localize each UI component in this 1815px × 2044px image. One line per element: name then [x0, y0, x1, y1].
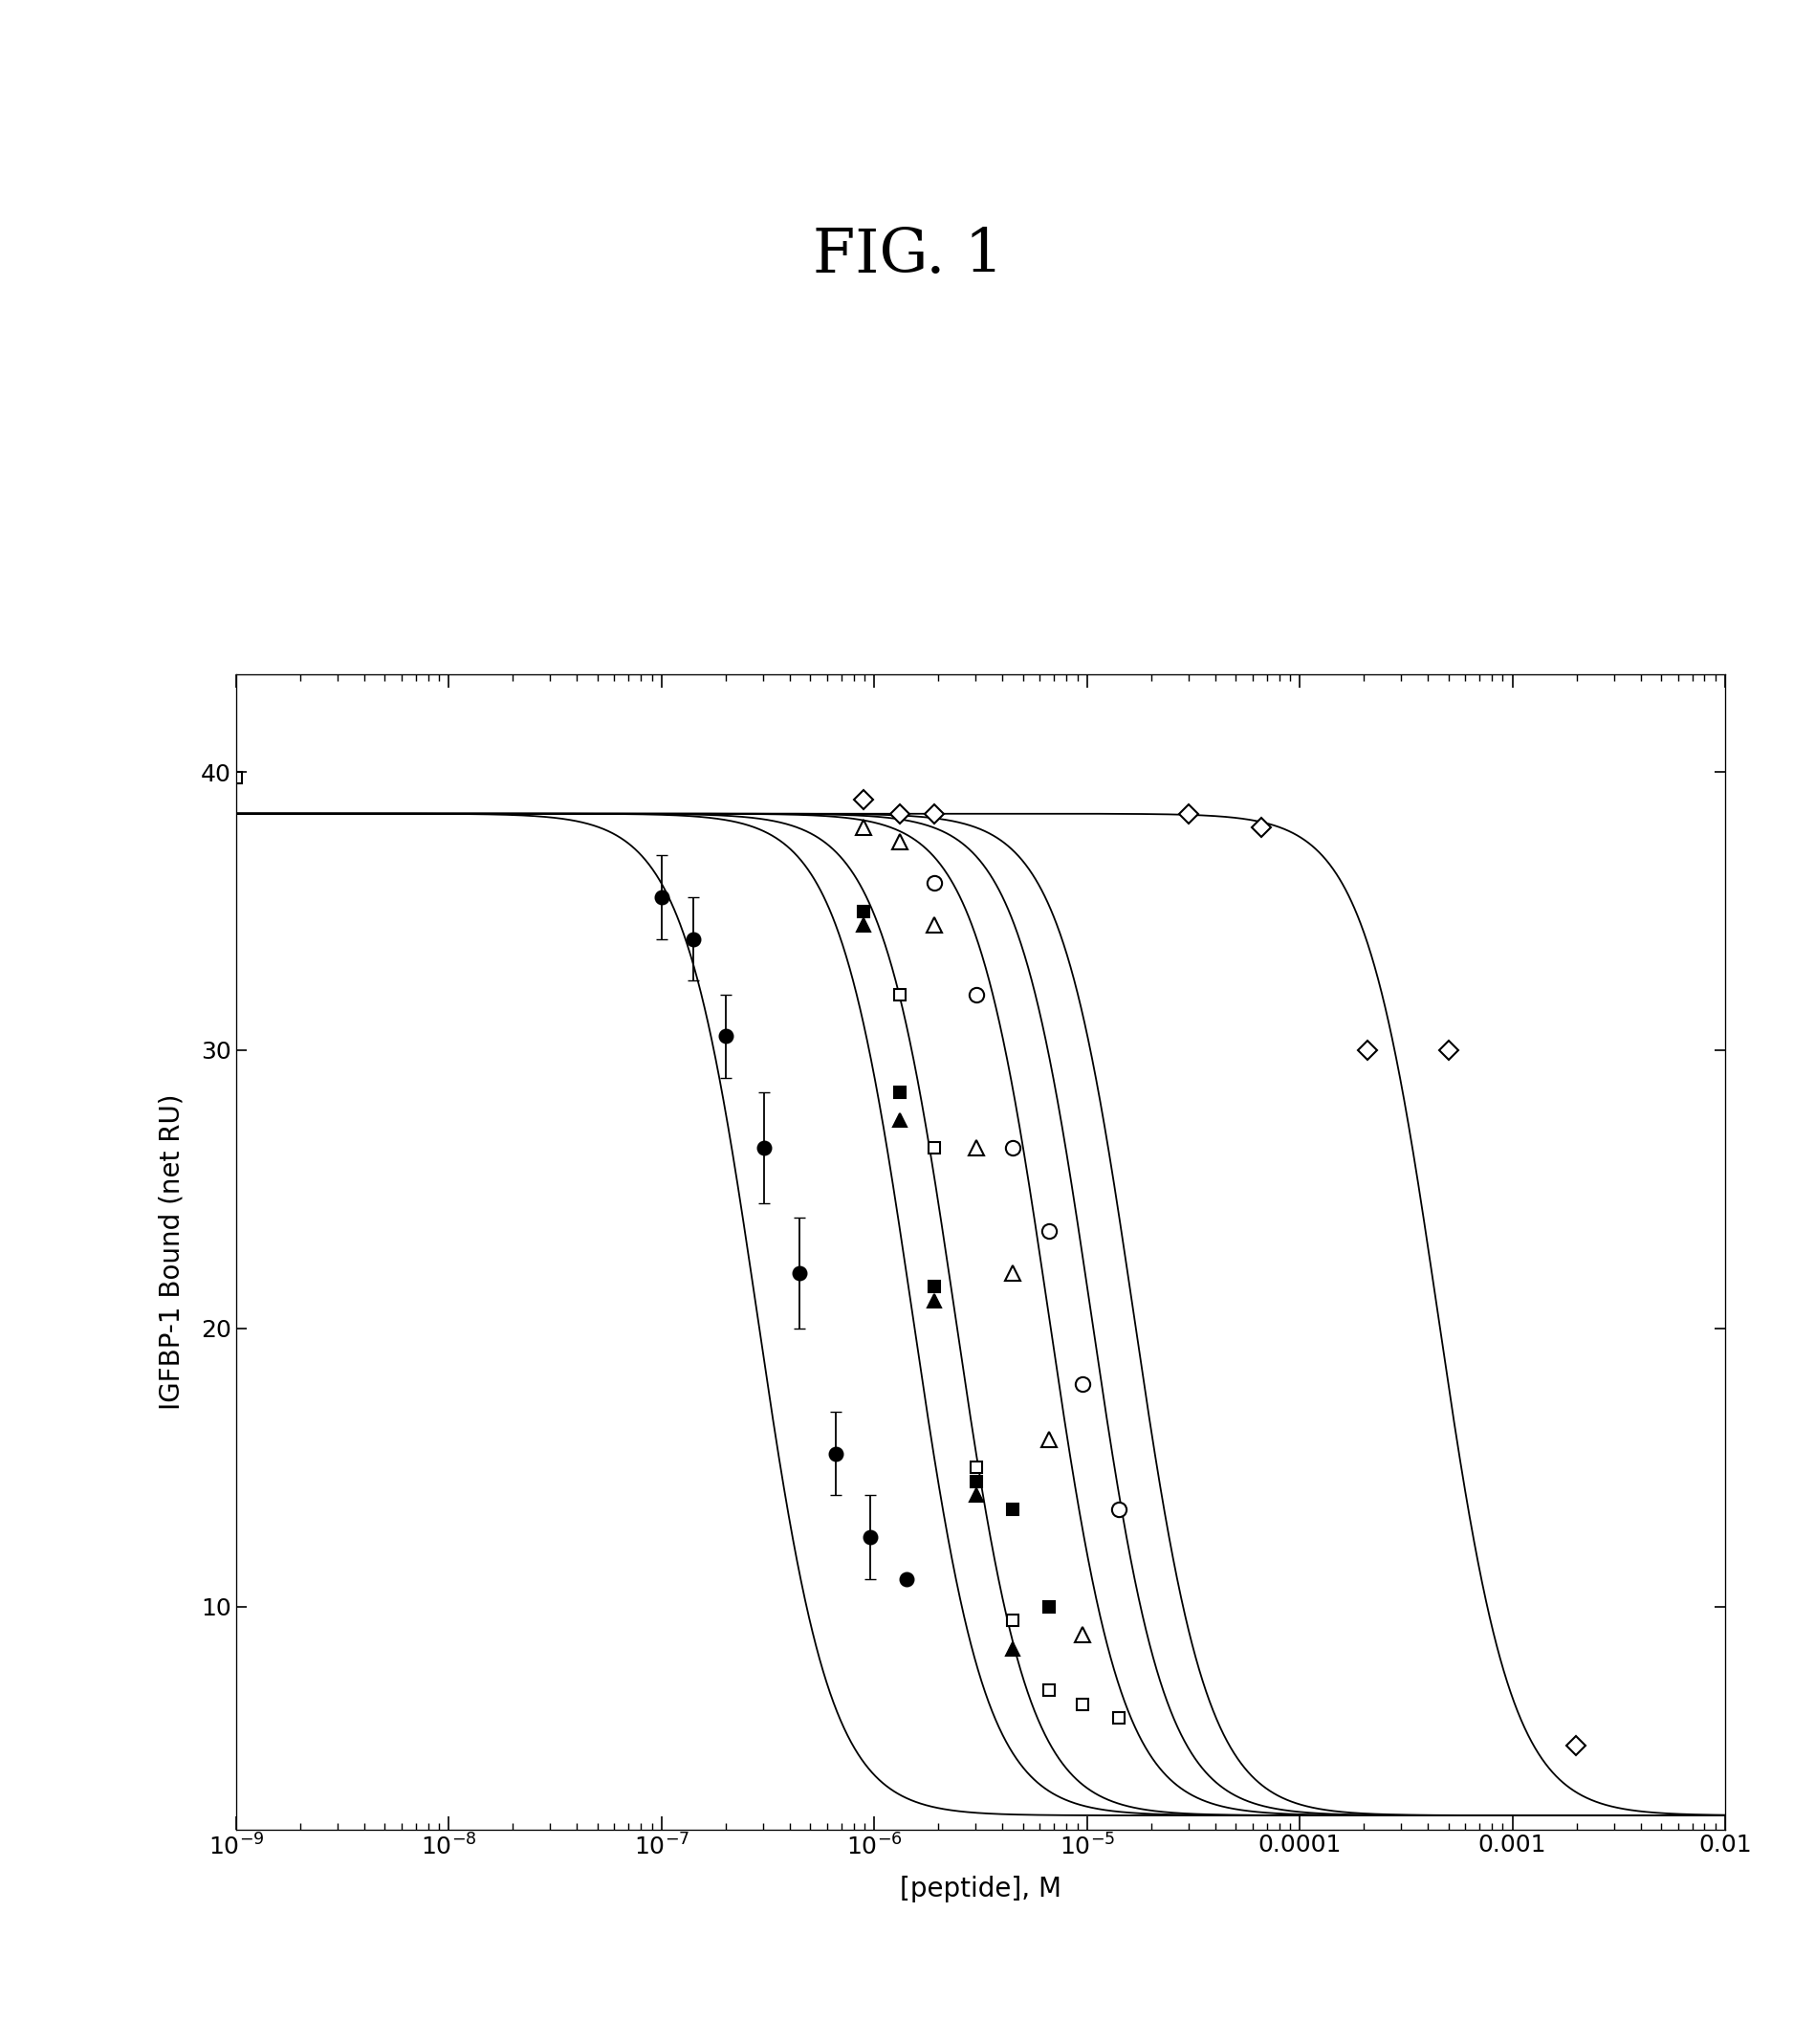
Text: FIG. 1: FIG. 1 — [813, 227, 1002, 284]
Y-axis label: IGFBP-1 Bound (net RU): IGFBP-1 Bound (net RU) — [158, 1094, 185, 1410]
X-axis label: [peptide], M: [peptide], M — [900, 1876, 1060, 1903]
